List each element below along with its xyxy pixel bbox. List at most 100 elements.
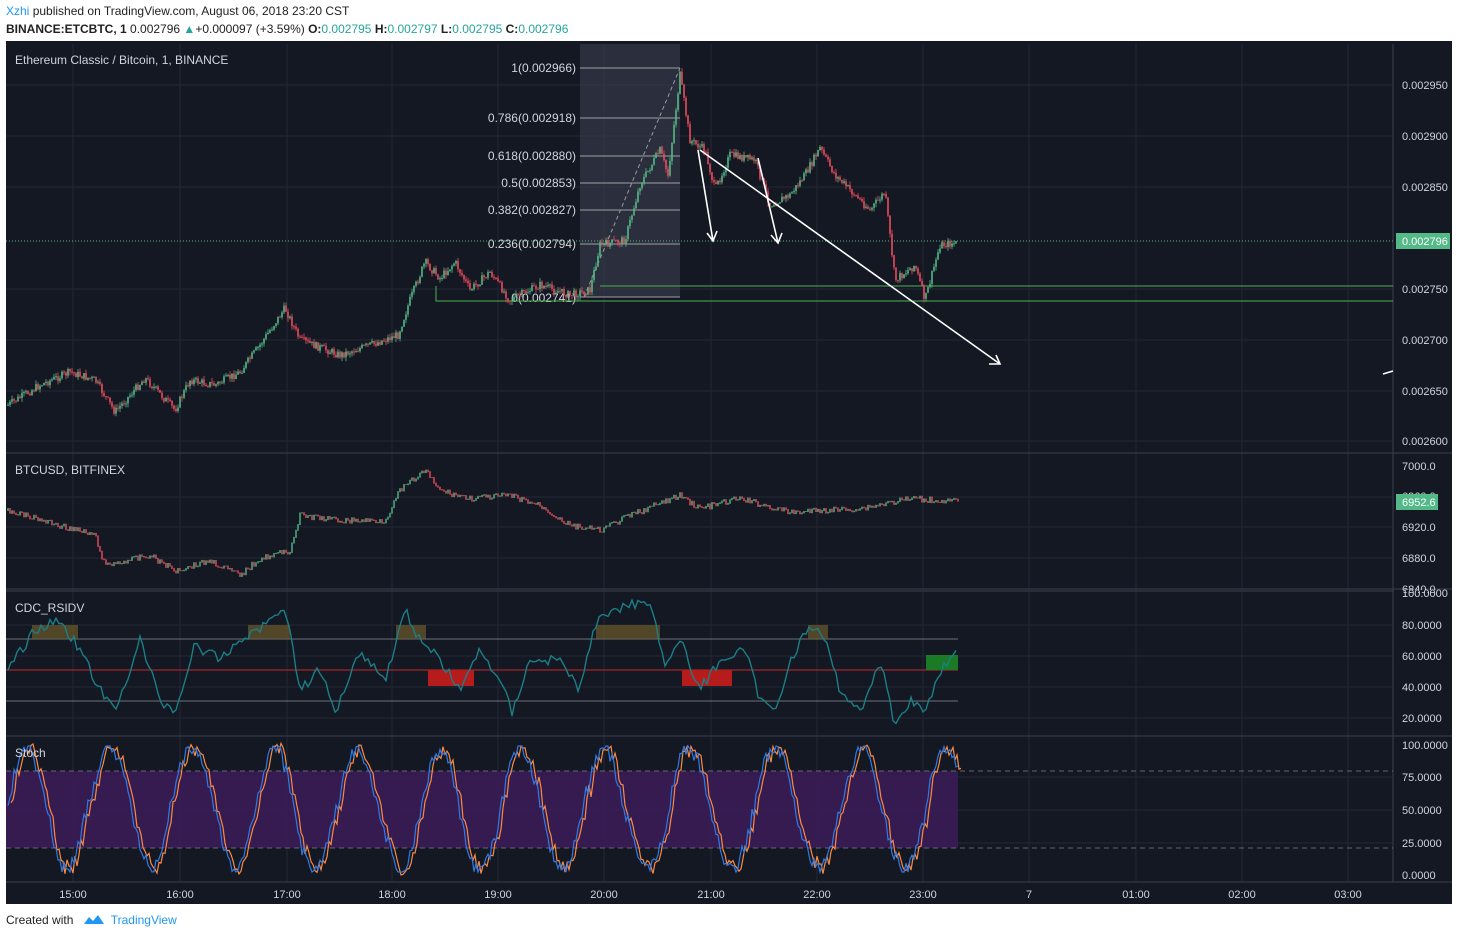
etcbtc-candle-body bbox=[559, 291, 561, 293]
fib-level-1: 1(0.002966) bbox=[511, 61, 576, 75]
fib-retracement[interactable] bbox=[580, 44, 681, 298]
btcusd-candle bbox=[637, 509, 639, 515]
btcusd-candle bbox=[53, 523, 55, 526]
etcbtc-candle-body bbox=[481, 275, 483, 285]
etcbtc-candle-body bbox=[331, 349, 333, 353]
etcbtc-candle-body bbox=[589, 287, 591, 293]
btcusd-candle bbox=[325, 519, 327, 522]
pane-separators[interactable] bbox=[6, 44, 1452, 883]
btcusd-candle bbox=[741, 496, 743, 499]
btcusd-candle bbox=[107, 562, 109, 565]
btcusd-candle bbox=[415, 478, 417, 482]
btcusd-candle bbox=[609, 522, 611, 527]
btcusd-candle bbox=[291, 542, 293, 553]
btcusd-candle bbox=[97, 535, 99, 547]
etcbtc-candle-body bbox=[211, 381, 213, 384]
btcusd-candle bbox=[397, 491, 399, 499]
tradingview-link[interactable]: TradingView bbox=[110, 913, 177, 927]
etcbtc-candle-body bbox=[113, 406, 115, 414]
etcbtc-candle-body bbox=[317, 342, 319, 351]
main-price-axis[interactable]: 0.002950 0.002900 0.002850 0.002750 0.00… bbox=[1402, 80, 1448, 448]
btcusd-candle bbox=[523, 496, 525, 500]
etcbtc-candle-body bbox=[183, 390, 185, 398]
etcbtc-candle-body bbox=[521, 290, 523, 296]
btcusd-candle bbox=[451, 493, 453, 498]
btcusd-candle bbox=[323, 516, 325, 522]
support-lines[interactable] bbox=[435, 285, 1393, 302]
etcbtc-candle-body bbox=[235, 374, 237, 380]
author-link[interactable]: Xzhi bbox=[6, 4, 30, 18]
btcusd-candle bbox=[375, 520, 377, 524]
btcusd-candle bbox=[851, 510, 853, 513]
btcusd-candle bbox=[625, 514, 627, 517]
etcbtc-candle-body bbox=[655, 153, 657, 158]
btc-price-axis[interactable]: 7000.0 6960.0 6920.0 6880.0 6840.0 bbox=[1402, 461, 1436, 596]
stoch-axis[interactable]: 100.0000 75.0000 50.0000 25.0000 0.0000 bbox=[1402, 740, 1448, 882]
btcusd-candle bbox=[555, 516, 557, 519]
btcusd-candle bbox=[635, 511, 637, 515]
btcusd-candle bbox=[71, 526, 73, 532]
etcbtc-candle-body bbox=[579, 290, 581, 297]
etcbtc-candle-body bbox=[569, 290, 571, 296]
rsi-axis[interactable]: 100.0000 80.0000 60.0000 40.0000 20.0000 bbox=[1402, 588, 1448, 725]
btcusd-candle bbox=[513, 493, 515, 498]
etcbtc-candle-body bbox=[801, 180, 803, 182]
etcbtc-candle-body bbox=[185, 385, 187, 391]
etcbtc-candle-body bbox=[199, 382, 201, 384]
btcusd-candle bbox=[247, 567, 249, 570]
btcusd-candle bbox=[179, 567, 181, 572]
etcbtc-candle-body bbox=[283, 305, 285, 313]
btcusd-candle bbox=[223, 565, 225, 569]
etcbtc-candle-body bbox=[851, 189, 853, 195]
fib-level-05: 0.5(0.002853) bbox=[501, 176, 576, 190]
time-axis[interactable]: 15:00 16:00 17:00 18:00 19:00 20:00 21:0… bbox=[59, 889, 1362, 901]
time-label: 23:00 bbox=[909, 889, 937, 901]
etcbtc-candle-body bbox=[389, 337, 391, 340]
btcusd-candle bbox=[329, 516, 331, 520]
btcusd-candle bbox=[477, 495, 479, 499]
etcbtc-candle-body bbox=[91, 376, 93, 379]
etcbtc-candle-body bbox=[265, 334, 267, 339]
etcbtc-candle-body bbox=[429, 264, 431, 271]
btcusd-candle bbox=[381, 519, 383, 524]
btcusd-candle bbox=[607, 525, 609, 527]
btcusd-candle bbox=[649, 505, 651, 508]
etcbtc-candle-body bbox=[613, 239, 615, 241]
etcbtc-candle-body bbox=[191, 380, 193, 385]
etcbtc-candle-body bbox=[879, 199, 881, 201]
chart-svg[interactable]: 1(0.002966) 0.786(0.002918) 0.618(0.0028… bbox=[6, 41, 1452, 904]
etcbtc-candle-body bbox=[357, 351, 359, 353]
btcusd-candle bbox=[249, 568, 251, 571]
btcusd-candle bbox=[479, 495, 481, 498]
btcusd-candle bbox=[865, 507, 867, 511]
btcusd-candle bbox=[331, 517, 333, 520]
etcbtc-candle-body bbox=[263, 338, 265, 344]
btcusd-candle bbox=[733, 496, 735, 499]
chart-area[interactable]: 1(0.002966) 0.786(0.002918) 0.618(0.0028… bbox=[6, 41, 1452, 904]
etcbtc-candle-body bbox=[911, 268, 913, 272]
etcbtc-candle-body bbox=[785, 195, 787, 199]
low-value: 0.002795 bbox=[452, 22, 503, 36]
btcusd-candle bbox=[119, 561, 121, 565]
btcusd-candle bbox=[951, 499, 953, 502]
btcusd-candle bbox=[361, 519, 363, 523]
etcbtc-candle-body bbox=[615, 240, 617, 242]
publish-text: published on TradingView.com, August 06,… bbox=[32, 4, 350, 18]
etcbtc-candle-body bbox=[407, 305, 409, 315]
btcusd-candle bbox=[461, 494, 463, 497]
fib-level-0382: 0.382(0.002827) bbox=[488, 203, 576, 217]
btcusd-candle bbox=[493, 494, 495, 499]
btcusd-candle bbox=[551, 513, 553, 516]
etcbtc-candle-body bbox=[625, 239, 627, 245]
etcbtc-candle-body bbox=[207, 386, 209, 388]
etcbtc-candle-body bbox=[479, 284, 481, 287]
btcusd-candle bbox=[511, 493, 513, 498]
btcusd-candle bbox=[739, 496, 741, 501]
btcusd-candle bbox=[491, 497, 493, 500]
btcusd-candle bbox=[433, 477, 435, 484]
btcusd-candle bbox=[463, 495, 465, 497]
btcusd-candle bbox=[841, 506, 843, 511]
etcbtc-candle-body bbox=[213, 383, 215, 386]
trend-arrows[interactable] bbox=[697, 149, 1394, 375]
etcbtc-candle-body bbox=[313, 341, 315, 349]
